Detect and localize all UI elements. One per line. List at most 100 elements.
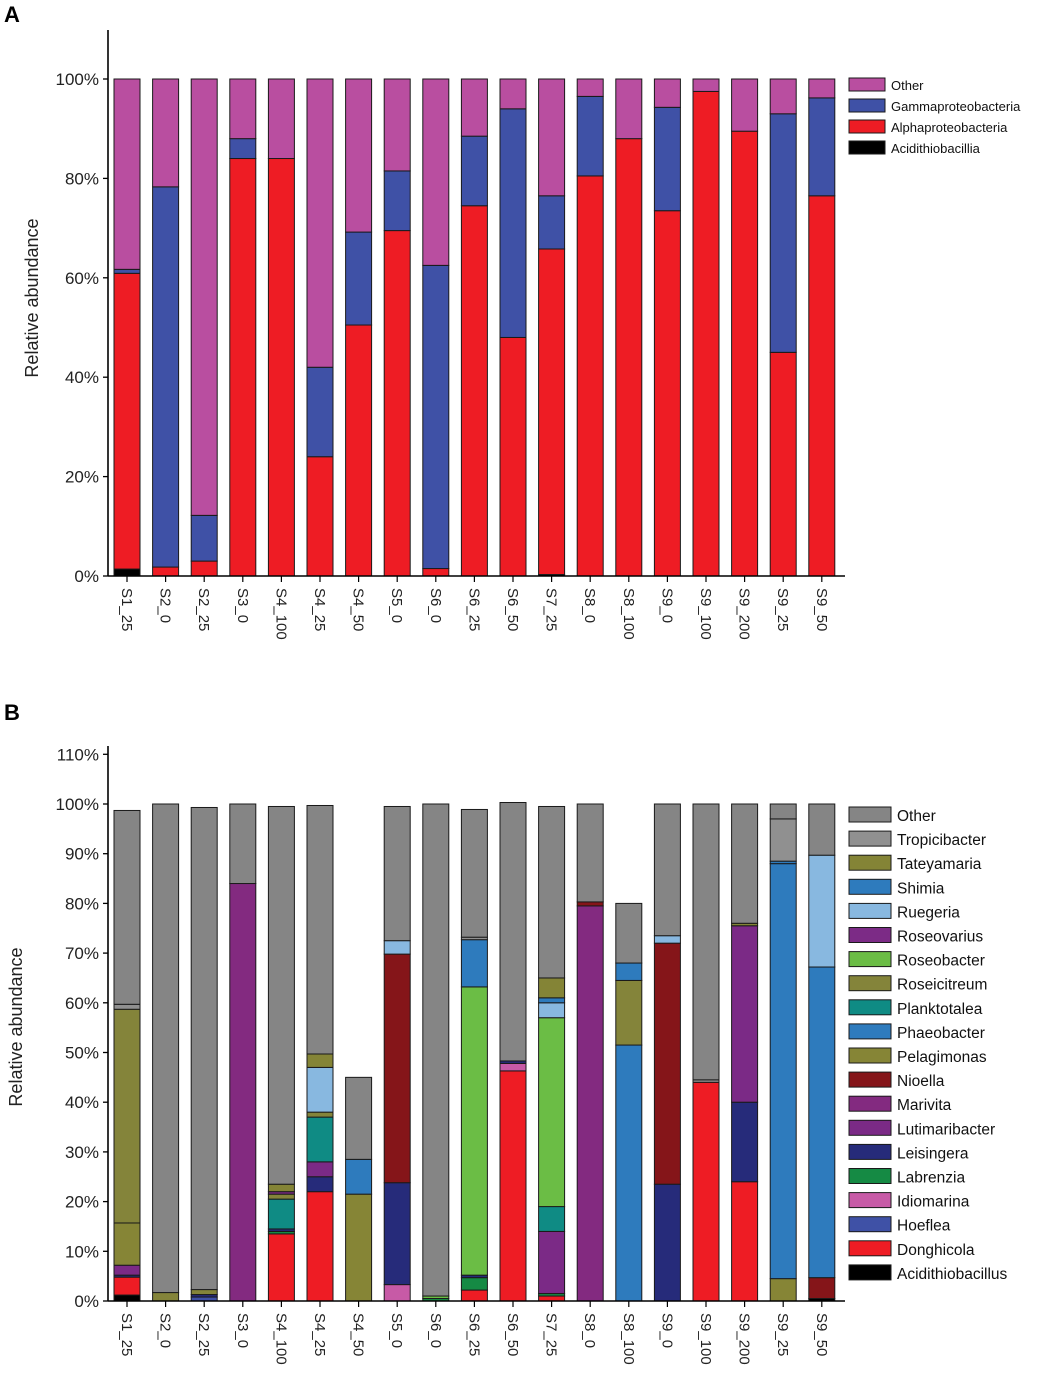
b-bar-segment [306,1191,334,1302]
b-legend-swatch [848,1216,892,1233]
a-bar-segment [383,78,411,172]
a-bar-segment [460,205,488,577]
b-legend-label: Roseicitreum [897,977,987,994]
b-bar-segment [113,1003,141,1010]
a-bar-segment [345,231,373,326]
b-legend-label: Labrenzia [897,1170,965,1187]
b-bar-segment [383,1182,411,1286]
b-bar-segment [731,803,759,924]
b-legend-swatch [848,1143,892,1160]
a-legend-label: Other [891,78,924,93]
a-legend-swatch [848,119,886,134]
a-x-tick-label: S9_25 [774,588,791,631]
a-x-tick-label: S8_100 [620,588,637,640]
a-x-tick-label: S6_50 [504,588,521,631]
b-x-tick-label: S6_25 [465,1313,482,1356]
b-x-tick-label: S9_50 [813,1313,830,1356]
b-x-tick-label: S3_0 [234,1313,251,1348]
a-bar-segment [692,78,720,92]
b-x-tick-label: S6_50 [504,1313,521,1356]
a-legend-swatch [848,98,886,113]
b-bar-segment [113,1222,141,1266]
b-bar-segment [731,1101,759,1183]
b-bar-segment [808,854,836,968]
panel-a-legend: Other Gammaproteobacteria Alphaproteobacte… [848,77,1021,156]
b-bar-segment [345,1158,373,1195]
a-x-tick-label: S9_50 [813,588,830,631]
a-x-tick-label: S2_25 [195,588,212,631]
a-bar-segment [422,78,450,266]
a-bar-segment [538,78,566,197]
a-bar-segment [615,78,643,140]
panel-a-bars [113,78,836,577]
b-x-tick-label: S8_0 [581,1313,598,1348]
a-bar-segment [190,560,218,577]
a-bar-segment [499,78,527,110]
b-legend-label: Phaeobacter [897,1025,985,1042]
b-bar-segment [499,1070,527,1302]
b-bar-segment [653,803,681,937]
a-y-tick-label: 60% [65,269,99,288]
b-legend-swatch [848,1168,892,1184]
b-bar-segment [808,803,836,856]
b-bar-segment [383,940,411,955]
b-bar-segment [576,905,604,1302]
b-x-tick-label: S4_100 [272,1313,289,1365]
b-legend-swatch [848,1095,892,1112]
b-bar-segment [267,1198,295,1230]
b-bar-segment [460,986,488,1276]
b-bar-segment [769,803,797,820]
b-bar-segment [267,805,295,1185]
a-bar-segment [731,78,759,132]
b-legend-swatch [848,806,892,823]
b-legend-label: Ruegeria [897,904,960,921]
b-x-tick-label: S7_25 [543,1313,560,1356]
b-bar-segment [538,805,566,979]
b-legend-label: Marivita [897,1097,952,1114]
b-y-tick-label: 110% [57,745,99,764]
b-legend-label: Tropicibacter [897,832,986,849]
b-x-tick-label: S9_25 [774,1313,791,1356]
b-x-tick-label: S8_100 [620,1313,637,1365]
a-legend-label: Alphaproteobacteria [891,120,1008,135]
b-bar-segment [808,966,836,1279]
a-legend-label: Acidithiobacillia [891,141,981,156]
panel-a-y-axis-title: Relative abundance [22,218,42,377]
a-bar-segment [460,135,488,207]
b-x-tick-label: S9_100 [697,1313,714,1365]
b-legend-swatch [848,975,892,992]
b-legend-label: Lutimaribacter [897,1121,995,1138]
a-bar-segment [152,566,180,577]
a-bar-segment [152,78,180,188]
b-bar-segment [653,1183,681,1302]
a-bar-segment [808,97,836,197]
a-y-tick-label: 0% [74,567,99,586]
b-legend-swatch [848,1119,892,1136]
a-bar-segment [229,78,257,140]
b-legend-swatch [848,1240,892,1257]
a-bar-segment [383,230,411,577]
a-x-tick-label: S1_25 [118,588,135,631]
b-bar-segment [306,1111,334,1118]
b-legend-label: Tateyamaria [897,856,982,873]
a-bar-segment [113,268,141,274]
b-x-tick-label: S4_25 [311,1313,328,1356]
b-bar-segment [306,1116,334,1163]
panel-a-label: A [4,2,20,27]
b-y-tick-label: 0% [74,1292,99,1311]
b-bar-segment [267,1233,295,1302]
a-x-tick-label: S5_0 [388,588,405,623]
b-legend-swatch [848,902,892,919]
a-legend-swatch [848,140,886,155]
a-x-tick-label: S4_100 [272,588,289,640]
b-bar-segment [113,1276,141,1296]
b-bar-segment [576,901,604,907]
a-y-tick-label: 100% [56,70,99,89]
a-bar-segment [422,568,450,577]
a-bar-segment [229,158,257,577]
b-x-tick-label: S2_25 [195,1313,212,1356]
b-legend-swatch [848,1047,892,1064]
a-bar-segment [808,78,836,99]
a-bar-segment [345,324,373,577]
b-bar-segment [152,1292,180,1302]
